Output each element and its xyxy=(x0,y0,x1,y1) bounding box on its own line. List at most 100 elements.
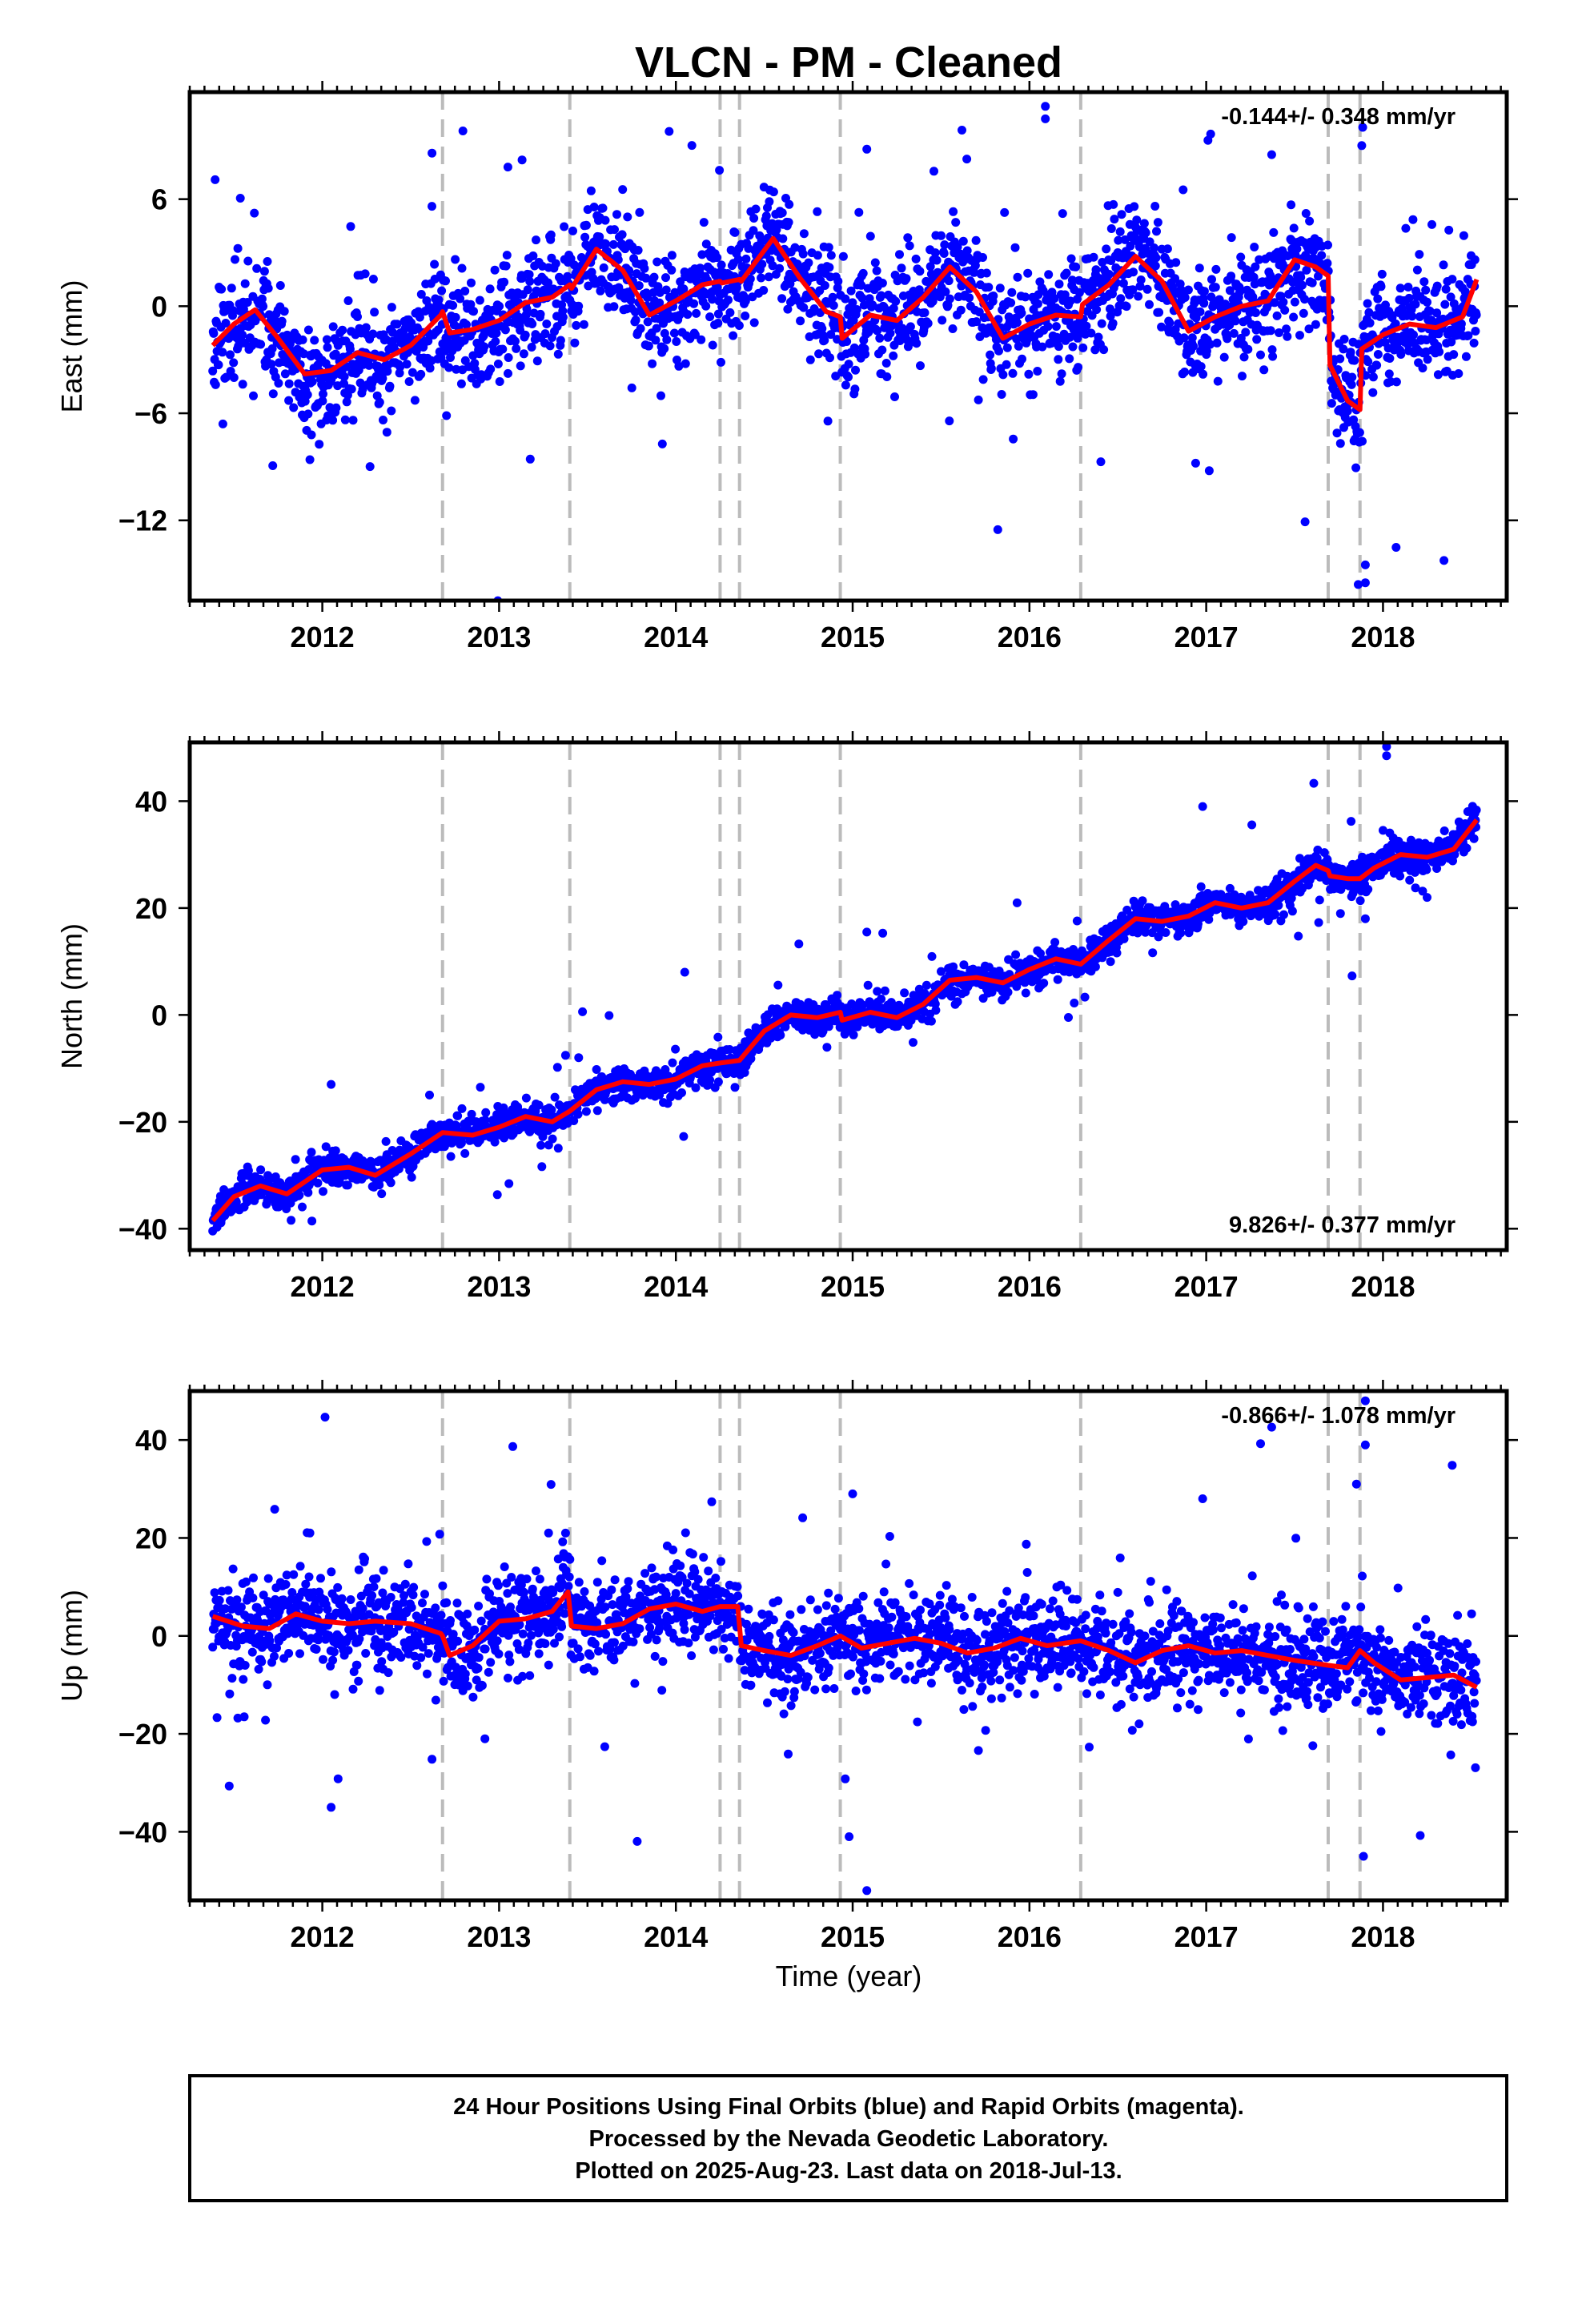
data-point xyxy=(367,1157,376,1167)
data-point xyxy=(911,254,921,263)
data-point xyxy=(948,324,958,333)
data-point xyxy=(1299,308,1308,318)
data-point xyxy=(569,260,579,270)
data-point xyxy=(537,1162,547,1172)
data-point xyxy=(765,197,774,207)
data-point xyxy=(1054,342,1063,352)
data-point xyxy=(1249,272,1259,282)
data-point xyxy=(1446,292,1456,302)
data-point xyxy=(1180,368,1190,376)
data-point xyxy=(1314,918,1323,927)
data-point xyxy=(951,218,961,227)
data-point xyxy=(425,1090,434,1100)
data-point xyxy=(1423,297,1431,307)
data-point xyxy=(379,416,387,424)
data-point xyxy=(536,309,545,319)
data-point xyxy=(644,341,653,351)
data-point xyxy=(1403,283,1413,292)
x-tick-label: 2013 xyxy=(467,621,531,653)
data-point xyxy=(250,208,259,218)
data-point xyxy=(581,220,591,230)
data-point xyxy=(339,372,349,381)
data-point xyxy=(1225,286,1235,296)
data-point xyxy=(462,320,471,329)
data-point xyxy=(1283,251,1292,260)
data-point xyxy=(1013,272,1022,282)
data-point xyxy=(558,312,568,322)
data-point xyxy=(218,419,227,428)
data-point xyxy=(631,308,640,316)
data-point xyxy=(1008,368,1018,378)
data-point xyxy=(446,353,455,362)
data-point xyxy=(368,329,378,339)
data-point xyxy=(1117,210,1126,219)
data-point xyxy=(813,207,822,216)
data-point xyxy=(1106,957,1115,967)
data-point xyxy=(949,962,958,971)
data-point xyxy=(652,257,662,267)
data-point xyxy=(1219,352,1229,362)
data-point xyxy=(457,1104,467,1113)
data-point xyxy=(527,343,536,352)
data-point xyxy=(1199,299,1209,308)
data-point xyxy=(1112,948,1122,958)
data-point xyxy=(1266,326,1275,336)
data-point xyxy=(1225,883,1235,893)
data-point xyxy=(375,397,384,407)
data-point xyxy=(1411,300,1420,309)
data-point xyxy=(1072,916,1082,926)
north-panel: 2012 2013 2014 2015 2016 2017 201840200−20−40N… xyxy=(55,731,1518,1303)
data-point xyxy=(451,312,460,322)
data-point xyxy=(1270,298,1279,308)
data-point xyxy=(313,1178,323,1188)
data-point xyxy=(256,1165,266,1175)
data-point xyxy=(410,396,420,405)
data-point xyxy=(799,229,809,239)
data-point xyxy=(1470,255,1480,264)
data-point xyxy=(713,1032,723,1042)
data-point xyxy=(1425,307,1435,316)
data-point xyxy=(310,336,319,345)
data-point xyxy=(229,358,239,368)
data-point xyxy=(1039,979,1049,988)
data-point xyxy=(889,351,898,360)
data-point xyxy=(741,254,751,263)
data-point xyxy=(524,270,534,279)
data-point xyxy=(493,360,503,368)
data-point xyxy=(504,353,513,362)
data-point xyxy=(599,263,608,272)
data-point xyxy=(661,285,671,295)
data-point xyxy=(1360,578,1370,588)
data-point xyxy=(460,287,470,296)
data-point xyxy=(228,306,238,316)
data-point xyxy=(243,256,253,266)
data-point xyxy=(581,1107,591,1116)
data-point xyxy=(687,141,697,151)
data-point xyxy=(1360,560,1370,569)
data-point xyxy=(626,296,636,305)
data-point xyxy=(249,391,258,400)
data-point xyxy=(1439,556,1449,565)
data-point xyxy=(481,1108,491,1117)
data-point xyxy=(1363,357,1373,367)
data-point xyxy=(456,379,466,388)
data-point xyxy=(1033,367,1042,376)
data-point xyxy=(396,362,405,372)
data-point xyxy=(853,1022,862,1031)
data-point xyxy=(1236,252,1246,262)
data-point xyxy=(705,1076,715,1085)
data-point xyxy=(1043,322,1053,332)
data-point xyxy=(817,324,827,333)
data-point xyxy=(522,304,532,314)
data-point xyxy=(553,349,563,359)
data-point xyxy=(643,293,652,303)
data-point xyxy=(452,364,461,374)
data-point xyxy=(970,267,979,277)
data-point xyxy=(1287,200,1296,210)
data-point xyxy=(804,258,813,267)
data-point xyxy=(1290,297,1299,307)
data-point xyxy=(500,325,510,335)
data-point xyxy=(574,301,584,311)
data-point xyxy=(568,226,577,235)
data-point xyxy=(1409,330,1418,340)
